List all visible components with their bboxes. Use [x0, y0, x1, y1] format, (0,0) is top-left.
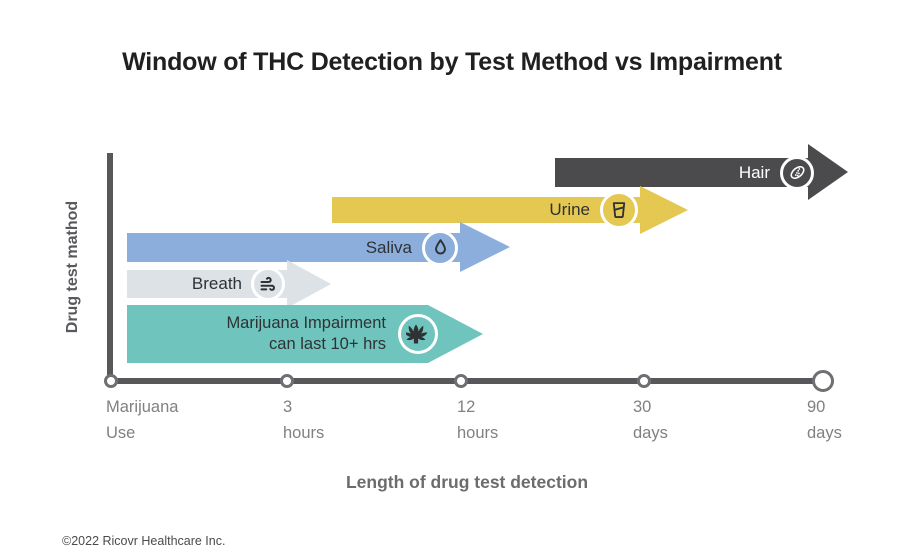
- bar-saliva-arrowhead: [460, 222, 510, 272]
- axis-tick-30-days: [637, 374, 651, 388]
- axis-tick-12-hours: [454, 374, 468, 388]
- bar-impairment-label: Marijuana Impairment can last 10+ hrs: [226, 313, 386, 355]
- bar-hair-body: Hair: [555, 155, 814, 190]
- tick-label-3-hours: 3 hours: [283, 398, 325, 442]
- tick-label-90-days: 90 days: [807, 398, 842, 442]
- bar-breath-arrowhead: [287, 260, 331, 308]
- y-axis-label: Drug test mathod: [64, 200, 81, 334]
- axis-tick-marijuana-use: [104, 374, 118, 388]
- x-axis-title: Length of drug test detection: [345, 472, 589, 492]
- bar-hair: Hair: [555, 144, 848, 200]
- bar-urine-arrowhead: [640, 186, 688, 234]
- bar-saliva-label: Saliva: [365, 237, 412, 257]
- bar-urine-label: Urine: [549, 200, 590, 219]
- y-axis-line: [107, 153, 113, 382]
- bar-urine-body: Urine: [332, 191, 640, 229]
- bar-saliva: Saliva: [127, 222, 510, 272]
- bar-impairment-body: Marijuana Impairment can last 10+ hrs: [127, 305, 438, 363]
- saliva-droplet-icon: [422, 229, 458, 266]
- chart-title: Window of THC Detection by Test Method v…: [122, 48, 782, 76]
- axis-tick-90-days: [812, 370, 834, 392]
- tick-label-30-days: 30 days: [633, 398, 668, 442]
- urine-cup-icon: [600, 191, 638, 229]
- cannabis-leaf-icon: [398, 314, 438, 354]
- tick-label-12-hours: 12 hours: [457, 398, 499, 442]
- axis-tick-3-hours: [280, 374, 294, 388]
- breath-wind-icon: [251, 267, 285, 301]
- bar-saliva-body: Saliva: [127, 229, 460, 266]
- bar-breath-label: Breath: [191, 274, 242, 293]
- bar-hair-label: Hair: [738, 162, 770, 182]
- bar-breath: Breath: [127, 260, 331, 308]
- bar-urine: Urine: [332, 186, 688, 234]
- bar-impairment: Marijuana Impairment can last 10+ hrs: [127, 305, 483, 363]
- copyright-text: ©2022 Ricovr Healthcare Inc.: [62, 534, 226, 548]
- bar-impairment-label-line1: Marijuana Impairment: [226, 314, 386, 332]
- bar-impairment-label-line2: can last 10+ hrs: [269, 335, 386, 353]
- bar-hair-arrowhead: [808, 144, 848, 200]
- hair-follicle-icon: [780, 155, 814, 190]
- tick-label-marijuana-use: Marijuana Use: [106, 398, 179, 442]
- bar-breath-body: Breath: [127, 267, 287, 301]
